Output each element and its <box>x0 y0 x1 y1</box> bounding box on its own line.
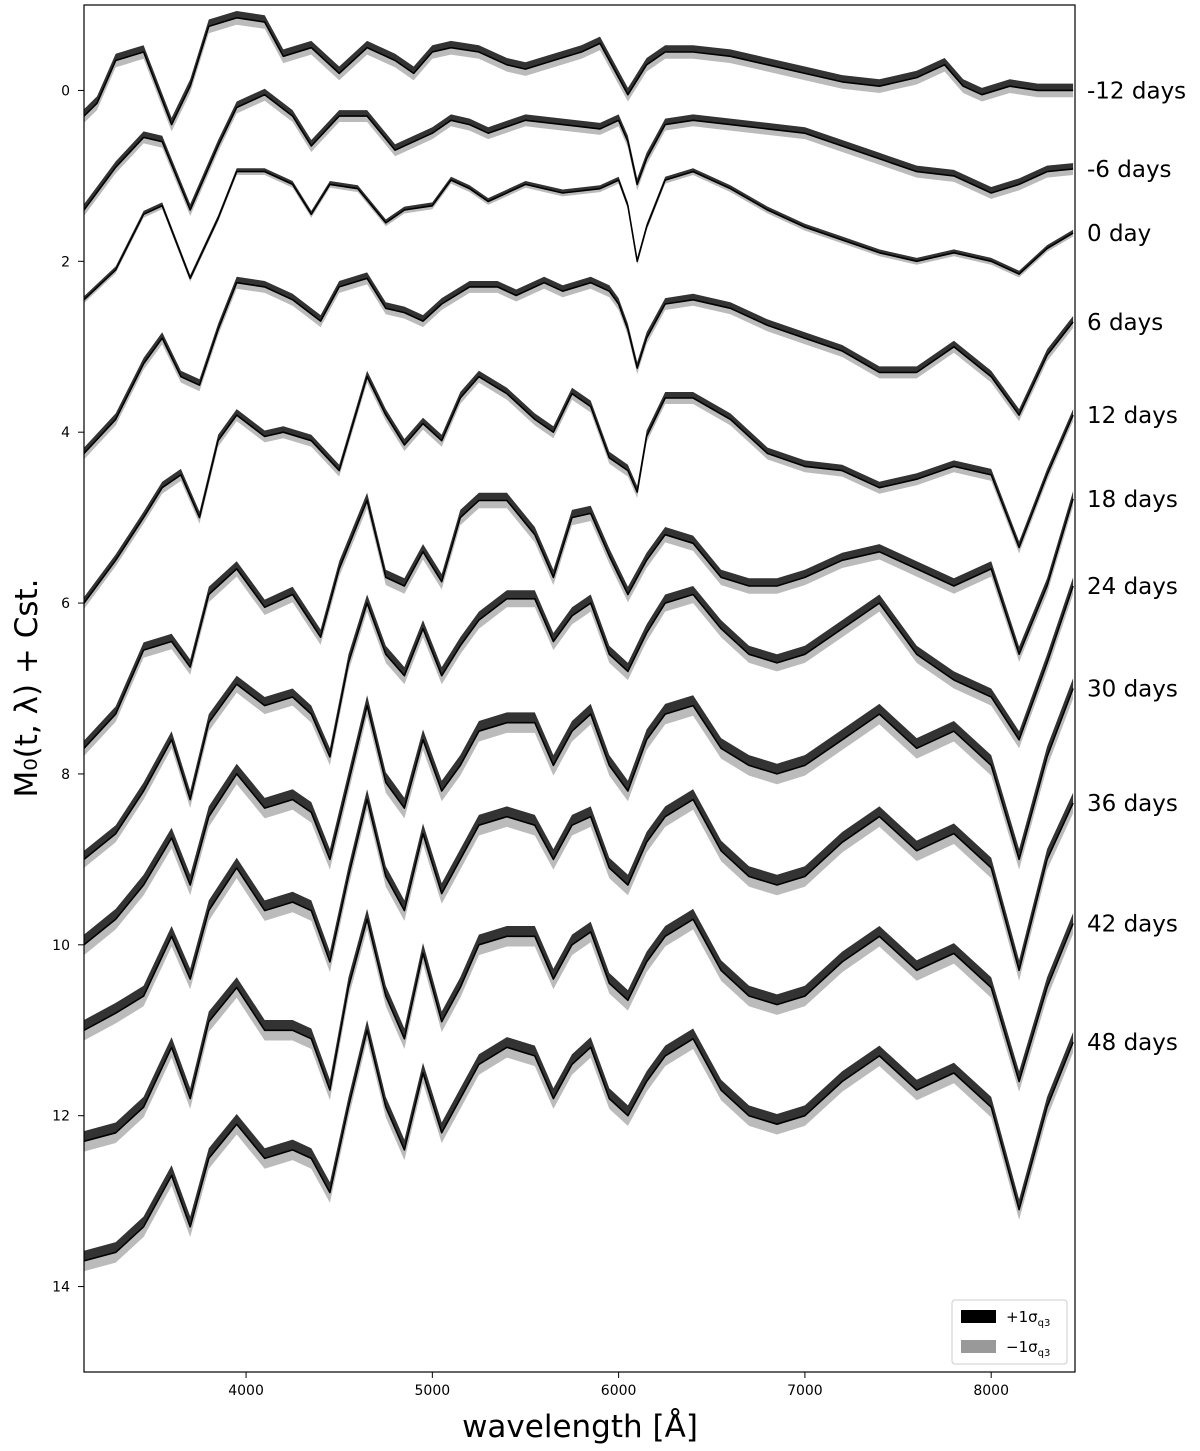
band-plus-sigma <box>84 678 1074 945</box>
phase-label: -12 days <box>1087 78 1186 104</box>
phase-label: 42 days <box>1087 911 1178 937</box>
phase-label: 24 days <box>1087 574 1178 600</box>
legend-label-plus-main: +1σ <box>1006 1308 1038 1326</box>
phase-label: -6 days <box>1087 157 1172 183</box>
y-axis: 0 2 4 6 8 10 12 14 <box>52 83 84 1296</box>
legend-label-plus: +1σq3 <box>1006 1308 1050 1329</box>
spectrum-line <box>83 277 1074 455</box>
x-tick-label: 6000 <box>601 1383 637 1399</box>
legend-swatch-plus <box>961 1310 996 1323</box>
spectrum-line <box>83 1029 1074 1262</box>
band-minus-sigma <box>84 688 1074 956</box>
band-plus-sigma <box>84 88 1074 210</box>
spectrum-line <box>83 585 1074 861</box>
phase-label: 30 days <box>1087 677 1178 703</box>
band-plus-sigma <box>84 168 1074 300</box>
phase-label: 6 days <box>1087 310 1163 336</box>
spectrum-10 <box>83 1020 1074 1272</box>
phase-label: 12 days <box>1087 403 1178 429</box>
band-plus-sigma <box>84 789 1074 1031</box>
y-axis-label: M₀(t, λ) + Cst. <box>9 578 45 797</box>
spectrum-line <box>83 688 1074 946</box>
y-tick-label: 0 <box>61 83 70 99</box>
phase-label: 0 day <box>1087 221 1151 247</box>
y-tick-label: 8 <box>61 767 70 783</box>
spectrum-0 <box>83 11 1074 132</box>
spectrum-line <box>83 375 1074 604</box>
legend-label-minus: −1σq3 <box>1006 1338 1050 1359</box>
band-plus-sigma <box>84 908 1074 1142</box>
spectrum-6 <box>83 577 1074 868</box>
band-minus-sigma <box>84 919 1074 1152</box>
x-tick-label: 5000 <box>415 1383 451 1399</box>
band-minus-sigma <box>84 1030 1074 1272</box>
phase-label: 48 days <box>1087 1030 1178 1056</box>
band-minus-sigma <box>84 278 1074 460</box>
band-minus-sigma <box>84 799 1074 1041</box>
spectrum-line <box>83 798 1074 1032</box>
legend-label-minus-sub: q3 <box>1038 1348 1051 1359</box>
legend-swatch-minus <box>961 1340 996 1353</box>
spectrum-8 <box>83 789 1074 1041</box>
legend-label-minus-main: −1σ <box>1006 1338 1038 1356</box>
y-tick-label: 12 <box>52 1109 70 1125</box>
spectrum-7 <box>83 678 1074 956</box>
spectrum-5 <box>83 491 1074 756</box>
spectrum-4 <box>83 370 1074 609</box>
band-plus-sigma <box>84 1020 1074 1261</box>
spectrum-1 <box>83 88 1074 216</box>
y-tick-label: 4 <box>61 425 70 441</box>
phase-labels: -12 days -6 days 0 day 6 days 12 days 18 days… <box>1087 78 1186 1056</box>
phase-label: 18 days <box>1087 487 1178 513</box>
legend: +1σq3 −1σq3 <box>951 1299 1068 1365</box>
y-tick-label: 10 <box>52 938 70 954</box>
x-tick-label: 7000 <box>787 1383 823 1399</box>
spectrum-line <box>83 498 1074 749</box>
y-tick-label: 6 <box>61 596 70 612</box>
spectrum-2 <box>83 168 1074 304</box>
spectra-layer <box>83 11 1074 1272</box>
y-tick-label: 2 <box>61 254 70 270</box>
x-tick-label: 8000 <box>973 1383 1009 1399</box>
band-plus-sigma <box>84 11 1074 125</box>
legend-label-plus-sub: q3 <box>1038 1318 1051 1329</box>
x-tick-label: 4000 <box>228 1383 264 1399</box>
spectrum-line <box>83 170 1074 301</box>
y-tick-label: 14 <box>52 1280 70 1296</box>
x-axis: 4000 5000 6000 7000 8000 <box>228 1372 1009 1399</box>
plot-frame <box>83 4 1076 1373</box>
phase-label: 36 days <box>1087 791 1178 817</box>
spectrum-line <box>83 17 1074 126</box>
spectrum-line <box>83 918 1074 1143</box>
spectrum-3 <box>83 272 1074 460</box>
spectrum-line <box>83 93 1074 211</box>
x-axis-label: wavelength [Å] <box>462 1409 698 1445</box>
spectrum-9 <box>83 908 1074 1152</box>
